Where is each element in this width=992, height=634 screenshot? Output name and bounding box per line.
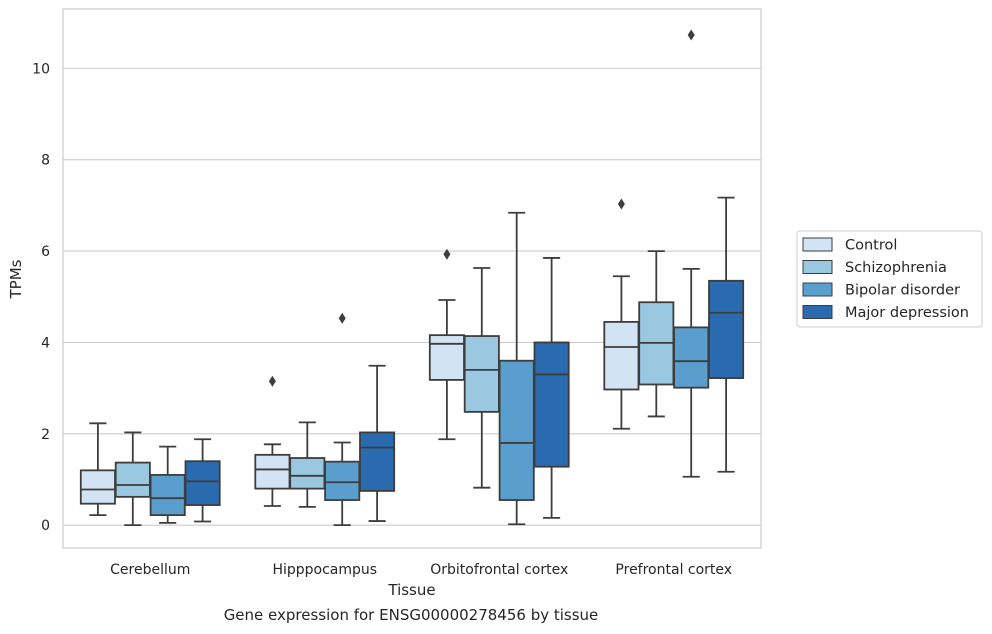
outlier-marker [268, 375, 276, 387]
iqr-box [79, 469, 116, 505]
x-tick-label: Cerebellum [110, 562, 190, 578]
iqr-box [324, 460, 361, 501]
y-tick-label: 8 [41, 153, 50, 169]
x-tick-label: Hipppocampus [272, 562, 377, 578]
box-bipolar-disorder [498, 211, 535, 526]
legend-swatch [802, 237, 833, 252]
iqr-box [184, 460, 221, 506]
outlier-marker [338, 312, 346, 324]
box-major-depression [359, 364, 396, 522]
iqr-box [428, 334, 465, 381]
legend-label: Control [845, 238, 897, 254]
gridlines [63, 67, 761, 526]
y-tick-label: 0 [41, 518, 50, 534]
y-tick-label: 2 [41, 427, 50, 443]
iqr-box [708, 279, 745, 379]
outlier-marker [617, 198, 625, 210]
box-schizophrenia [114, 431, 151, 527]
box-bipolar-disorder [324, 312, 361, 527]
y-tick-label: 10 [32, 61, 50, 77]
legend-frame [796, 230, 983, 328]
iqr-box [498, 359, 535, 501]
x-tick-label: Prefrontal cortex [615, 562, 732, 578]
plot-frame [62, 8, 762, 549]
legend-swatch [802, 282, 833, 297]
box-major-depression [533, 257, 570, 519]
y-axis-title: TPMs [7, 259, 25, 299]
y-tick-labels: 0 2 4 6 8 10 [32, 61, 50, 534]
iqr-box [533, 341, 570, 468]
legend-label: Bipolar disorder [845, 283, 960, 299]
box-schizophrenia [638, 250, 675, 418]
outlier-marker [687, 29, 695, 41]
box-control [603, 198, 640, 430]
legend-swatch [802, 305, 833, 319]
x-tick-label: Orbitofrontal cortex [430, 562, 568, 578]
box-control [254, 375, 291, 507]
x-tick-labels: Cerebellum Hipppocampus Orbitofrontal cort… [110, 562, 732, 578]
iqr-box [254, 453, 291, 490]
iqr-box [149, 474, 186, 517]
y-tick-label: 6 [41, 244, 50, 260]
legend-swatch [802, 260, 833, 274]
x-axis-title: Tissue [387, 581, 435, 599]
box-major-depression [184, 438, 221, 523]
y-tick-label: 4 [41, 335, 50, 351]
box-control [428, 248, 465, 441]
iqr-box [673, 326, 710, 389]
iqr-box [289, 457, 326, 490]
outlier-marker [443, 248, 451, 260]
legend-label: Major depression [845, 305, 969, 321]
plot-area [63, 9, 761, 548]
legend: Control Schizophrenia Bipolar disorder Majo… [796, 230, 983, 328]
legend-label: Schizophrenia [845, 260, 947, 276]
boxes [79, 29, 745, 527]
figure-caption: Gene expression for ENSG00000278456 by t… [223, 606, 599, 624]
box-bipolar-disorder [673, 29, 710, 478]
iqr-box [359, 431, 396, 492]
box-major-depression [708, 196, 745, 473]
iqr-box [114, 461, 151, 498]
iqr-box [463, 335, 500, 413]
box-schizophrenia [463, 267, 500, 489]
iqr-box [603, 320, 640, 391]
